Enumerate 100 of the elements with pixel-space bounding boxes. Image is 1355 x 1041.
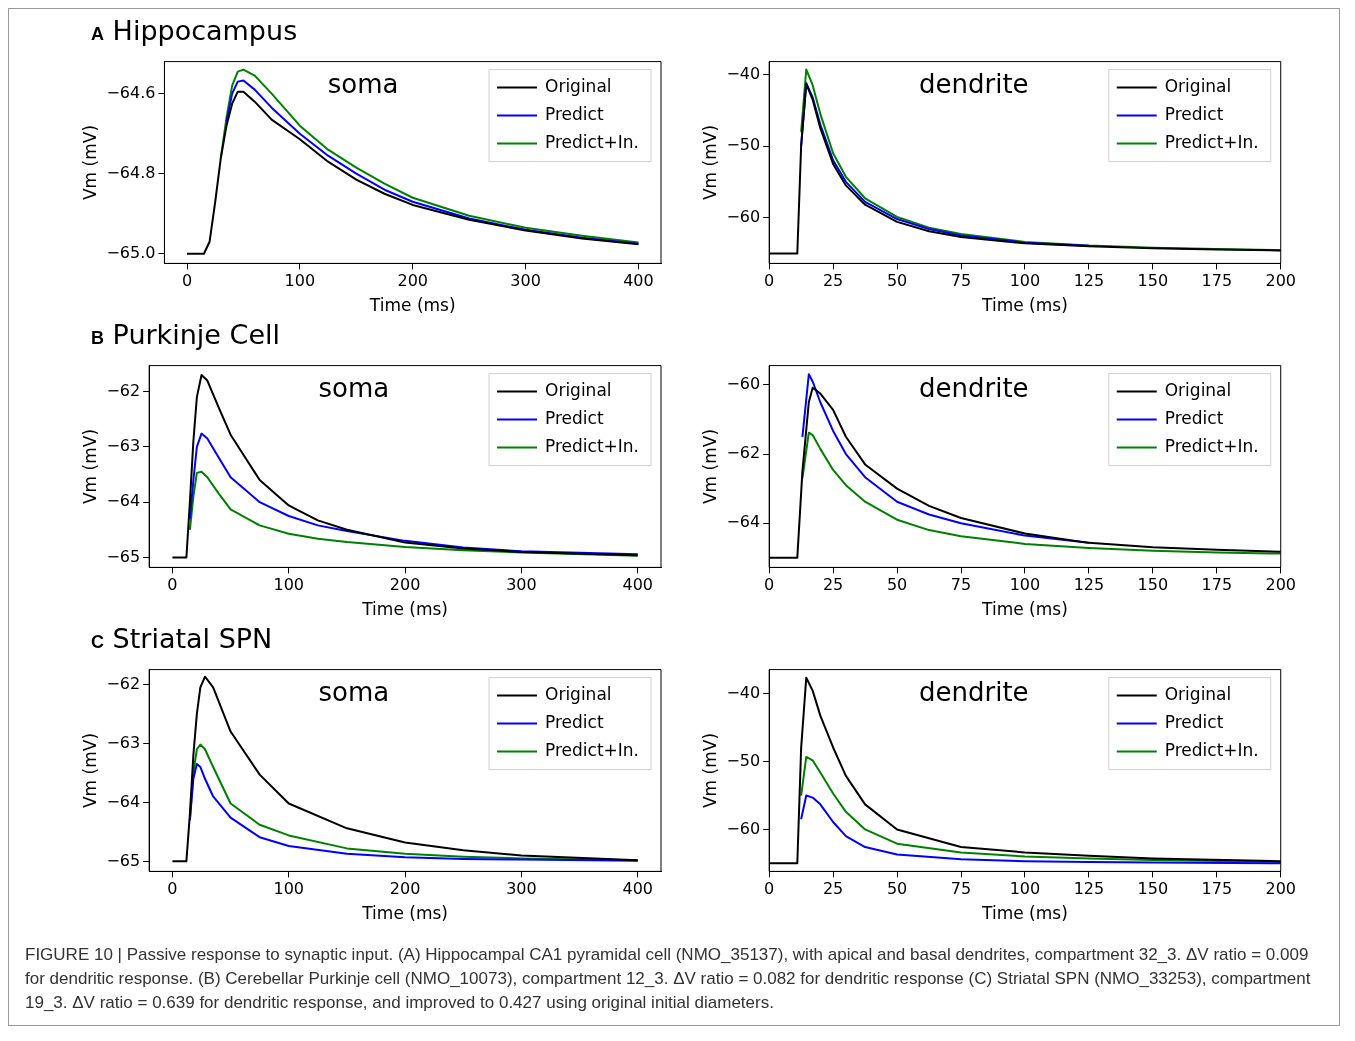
x-tick-label: 400 xyxy=(622,879,654,899)
annotation: dendrite xyxy=(918,677,1029,708)
legend-label: Predict+In. xyxy=(1164,132,1259,153)
x-axis-title: Time (ms) xyxy=(361,903,448,924)
x-tick-label: 125 xyxy=(1073,575,1105,595)
x-axis-title: Time (ms) xyxy=(361,599,448,620)
x-tick-label: 75 xyxy=(950,271,972,291)
y-tick-label: −62 xyxy=(106,380,141,400)
x-tick-label: 0 xyxy=(764,271,775,291)
legend-label: Predict xyxy=(1164,712,1224,733)
x-tick-label: 100 xyxy=(284,271,316,291)
x-tick-label: 50 xyxy=(886,879,908,899)
annotation: dendrite xyxy=(918,373,1029,404)
legend-label: Predict+In. xyxy=(545,132,640,153)
y-tick-label: −62 xyxy=(726,443,761,463)
y-tick-label: −40 xyxy=(726,63,761,83)
legend-label: Predict+In. xyxy=(1164,436,1259,457)
x-tick-label: 0 xyxy=(764,879,775,899)
y-tick-label: −60 xyxy=(726,374,761,394)
legend-label: Original xyxy=(1164,380,1232,401)
x-tick-label: 100 xyxy=(1009,879,1041,899)
x-tick-label: 100 xyxy=(273,879,305,899)
annotation: dendrite xyxy=(918,69,1029,100)
chart-title: B Purkinje Cell xyxy=(91,319,281,350)
x-tick-label: 200 xyxy=(1265,271,1296,291)
chart-title: A Hippocampus xyxy=(91,15,298,46)
annotation: soma xyxy=(318,677,390,708)
y-tick-label: −62 xyxy=(106,673,141,693)
y-tick-label: −65 xyxy=(106,850,141,870)
annotation: soma xyxy=(318,373,390,404)
y-tick-label: −65.0 xyxy=(106,242,156,262)
x-tick-label: 100 xyxy=(1009,575,1041,595)
y-tick-label: −60 xyxy=(726,818,761,838)
legend-label: Predict xyxy=(1164,104,1224,125)
x-tick-label: 75 xyxy=(950,575,972,595)
legend-label: Predict xyxy=(1164,408,1224,429)
x-tick-label: 300 xyxy=(510,271,541,291)
y-axis-title: Vm (mV) xyxy=(79,124,100,201)
x-tick-label: 175 xyxy=(1201,575,1233,595)
legend-label: Original xyxy=(1164,684,1232,705)
x-tick-label: 400 xyxy=(623,271,654,291)
chart-title: C Striatal SPN xyxy=(91,623,273,654)
x-tick-label: 0 xyxy=(181,271,193,291)
y-axis-title: Vm (mV) xyxy=(699,124,720,201)
x-tick-label: 50 xyxy=(886,271,908,291)
y-tick-label: −64 xyxy=(106,491,141,511)
x-axis-title: Time (ms) xyxy=(981,903,1068,924)
x-tick-label: 300 xyxy=(506,879,537,899)
x-axis-title: Time (ms) xyxy=(981,599,1068,620)
x-tick-label: 25 xyxy=(822,575,844,595)
x-tick-label: 150 xyxy=(1137,879,1169,899)
y-tick-label: −60 xyxy=(726,206,761,226)
legend-label: Original xyxy=(545,684,612,705)
x-tick-label: 25 xyxy=(822,879,844,899)
x-tick-label: 125 xyxy=(1073,271,1105,291)
y-tick-label: −63 xyxy=(106,436,141,456)
legend-label: Original xyxy=(1164,76,1232,97)
y-axis-title: Vm (mV) xyxy=(79,732,100,809)
y-axis-title: Vm (mV) xyxy=(699,428,720,505)
y-axis-title: Vm (mV) xyxy=(699,732,720,809)
legend-label: Predict+In. xyxy=(545,740,640,761)
y-tick-label: −65 xyxy=(106,546,141,566)
x-tick-label: 0 xyxy=(167,575,178,595)
x-tick-label: 175 xyxy=(1201,271,1233,291)
legend-label: Predict+In. xyxy=(545,436,640,457)
x-tick-label: 175 xyxy=(1201,879,1233,899)
x-tick-label: 0 xyxy=(167,879,178,899)
annotation: soma xyxy=(327,69,399,100)
legend-label: Predict xyxy=(545,408,604,429)
x-tick-label: 100 xyxy=(273,575,305,595)
x-tick-label: 0 xyxy=(764,575,775,595)
y-axis-title: Vm (mV) xyxy=(79,428,100,505)
y-tick-label: −50 xyxy=(726,135,761,155)
x-tick-label: 100 xyxy=(1009,271,1041,291)
y-tick-label: −40 xyxy=(726,683,761,703)
legend-label: Original xyxy=(545,380,612,401)
x-tick-label: 200 xyxy=(389,879,421,899)
x-tick-label: 200 xyxy=(389,575,421,595)
x-tick-label: 125 xyxy=(1073,879,1105,899)
x-tick-label: 300 xyxy=(506,575,537,595)
x-tick-label: 25 xyxy=(822,271,844,291)
y-tick-label: −64.6 xyxy=(106,82,156,102)
x-axis-title: Time (ms) xyxy=(981,295,1068,316)
y-tick-label: −64.8 xyxy=(106,162,156,182)
y-tick-label: −64 xyxy=(106,791,141,811)
x-tick-label: 200 xyxy=(397,271,428,291)
x-tick-label: 200 xyxy=(1265,879,1296,899)
legend-label: Predict xyxy=(545,104,604,125)
x-tick-label: 150 xyxy=(1137,271,1169,291)
x-tick-label: 50 xyxy=(886,575,908,595)
x-tick-label: 400 xyxy=(622,575,654,595)
x-axis-title: Time (ms) xyxy=(368,295,456,316)
x-tick-label: 75 xyxy=(950,879,972,899)
legend-label: Original xyxy=(545,76,612,97)
x-tick-label: 200 xyxy=(1265,575,1296,595)
x-tick-label: 150 xyxy=(1137,575,1169,595)
y-tick-label: −64 xyxy=(726,512,761,532)
legend-label: Predict+In. xyxy=(1164,740,1259,761)
legend-label: Predict xyxy=(545,712,604,733)
y-tick-label: −63 xyxy=(106,732,141,752)
